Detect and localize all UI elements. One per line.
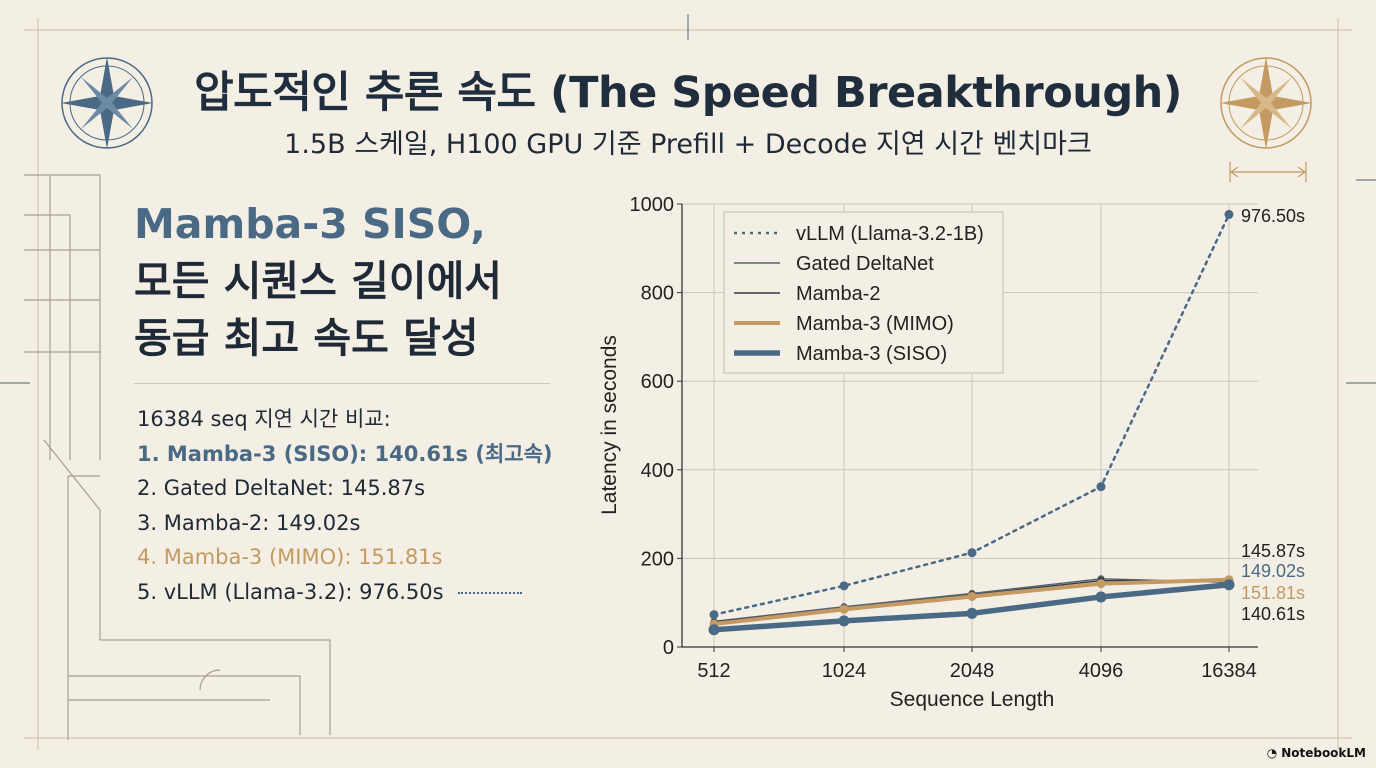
y-tick-label: 600 <box>641 371 674 393</box>
chart-grid <box>682 203 1258 648</box>
headline-line-3: 동급 최고 속도 달성 <box>134 314 479 362</box>
headline-line-2: 모든 시퀀스 길이에서 <box>134 257 503 305</box>
headline-line-1: Mamba-3 SISO, <box>134 200 486 248</box>
ranking-item-1: 1. Mamba-3 (SISO): 140.61s (최고속) <box>137 441 553 466</box>
data-label: 976.50s <box>1241 206 1305 226</box>
data-point <box>838 615 850 627</box>
legend-label: vLLM (Llama-3.2-1B) <box>796 223 984 245</box>
ranking-item-5: 5. vLLM (Llama-3.2): 976.50s <box>137 579 444 604</box>
y-tick-label: 400 <box>641 460 674 482</box>
data-point <box>967 548 977 558</box>
series-4 <box>708 579 1235 636</box>
data-point <box>1095 591 1107 603</box>
x-tick-label: 4096 <box>1079 660 1124 682</box>
series-0 <box>709 209 1234 620</box>
ranking-item-3: 3. Mamba-2: 149.02s <box>137 510 361 535</box>
x-tick-label: 512 <box>697 660 730 682</box>
x-tick-label: 1024 <box>822 660 867 682</box>
page-subtitle: 1.5B 스케일, H100 GPU 기준 Prefill + Decode 지… <box>284 129 1092 160</box>
x-tick-label: 2048 <box>950 660 995 682</box>
compass-rose-left-icon <box>61 57 153 149</box>
ranking-item-4: 4. Mamba-3 (MIMO): 151.81s <box>137 545 443 569</box>
y-tick-label: 0 <box>663 637 674 659</box>
data-point <box>967 591 977 601</box>
x-tick-label: 16384 <box>1201 660 1257 682</box>
data-point <box>709 610 719 620</box>
y-tick-label: 200 <box>641 548 674 570</box>
data-point <box>839 604 849 614</box>
ranking-item-5-row: 5. vLLM (Llama-3.2): 976.50s <box>137 575 553 610</box>
comparison-title: 16384 seq 지연 시간 비교: <box>137 407 391 431</box>
y-axis-label: Latency in seconds <box>598 335 621 515</box>
legend-label: Mamba-3 (MIMO) <box>796 313 954 335</box>
data-point <box>839 581 849 591</box>
dotted-line-icon <box>457 591 522 594</box>
legend-label: Mamba-2 <box>796 283 880 305</box>
legend-label: Mamba-3 (SISO) <box>796 343 947 365</box>
chart-legend: vLLM (Llama-3.2-1B) Gated DeltaNet Mamba-2… <box>723 211 1004 374</box>
y-tick-label: 1000 <box>630 194 675 216</box>
data-label: 149.02s <box>1241 561 1305 581</box>
brand-label: NotebookLM <box>1281 746 1366 760</box>
x-axis-label: Sequence Length <box>890 688 1055 711</box>
compass-rose-right-icon <box>1220 57 1312 149</box>
brand-logo: ◔ NotebookLM <box>1267 746 1366 760</box>
data-point <box>966 607 978 619</box>
data-point <box>1096 482 1106 492</box>
divider <box>134 383 550 384</box>
legend-label: Gated DeltaNet <box>796 253 934 275</box>
ranking-item-2: 2. Gated DeltaNet: 145.87s <box>137 476 426 500</box>
notebooklm-icon: ◔ <box>1266 746 1278 760</box>
data-point <box>1096 579 1106 589</box>
data-point <box>708 624 720 636</box>
page-title: 압도적인 추론 속도 (The Speed Breakthrough) <box>194 68 1182 118</box>
data-label: 151.81s <box>1241 583 1305 603</box>
data-label: 145.87s <box>1241 541 1305 561</box>
y-tick-label: 800 <box>641 283 674 305</box>
data-point <box>1224 209 1234 219</box>
headline: Mamba-3 SISO, 모든 시퀀스 길이에서 동급 최고 속도 달성 <box>134 196 574 367</box>
data-label: 140.61s <box>1241 604 1305 624</box>
data-point <box>1223 579 1235 591</box>
comparison-list: 16384 seq 지연 시간 비교: 1. Mamba-3 (SISO): 1… <box>137 402 553 609</box>
